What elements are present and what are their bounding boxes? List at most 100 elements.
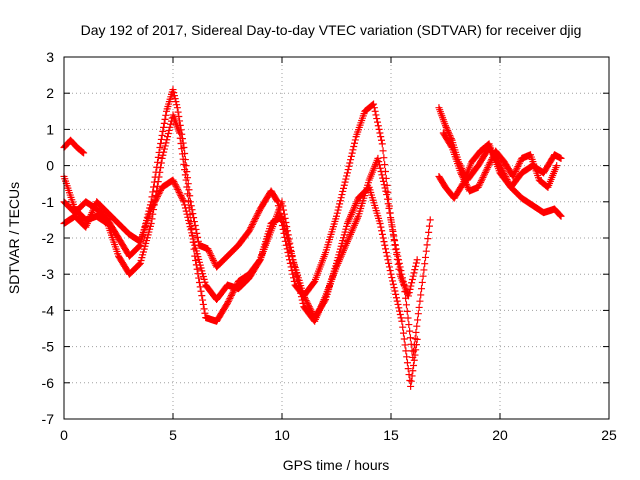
data-point [459,174,467,182]
data-point [175,188,183,196]
data-point [426,216,434,224]
data-point [176,129,184,137]
data-point [188,232,196,240]
data-point [425,228,433,236]
data-point [398,270,406,278]
data-point [176,190,184,198]
y-tick-label: 0 [46,158,54,174]
data-point [403,359,411,367]
data-point [474,183,482,191]
data-point [162,139,170,147]
data-point [190,238,198,246]
data-point [406,376,414,384]
data-point [377,133,385,141]
data-point [401,341,409,349]
data-point [390,232,398,240]
data-point [414,310,422,318]
data-point [391,287,399,295]
y-tick-label: -5 [42,339,55,355]
data-point [481,169,489,177]
data-point [281,225,289,233]
data-point [398,274,406,282]
data-point [397,267,405,275]
y-tick-label: -6 [42,375,55,391]
data-point [305,303,313,311]
data-point [155,190,163,198]
data-point [442,123,450,131]
data-point [425,222,433,230]
data-point [409,272,417,280]
data-point [152,196,160,204]
data-point [204,245,212,253]
data-point [156,168,164,176]
data-point [278,198,286,206]
data-point [171,95,179,103]
data-point [393,248,401,256]
data-point [444,127,452,135]
data-point [515,161,523,169]
data-point [373,115,381,123]
data-point [151,197,159,205]
data-point [413,335,421,343]
x-tick-label: 20 [492,427,508,443]
data-point [399,277,407,285]
data-point [402,347,410,355]
data-point [343,172,351,180]
data-point [339,187,347,195]
data-point [375,125,383,133]
y-tick-label: -4 [42,302,55,318]
data-point [374,118,382,126]
data-point [153,194,161,202]
data-point [394,252,402,260]
data-point [187,226,195,234]
data-point [370,104,378,112]
data-point [410,362,418,370]
data-point [413,256,421,264]
data-point [411,266,419,274]
data-point [384,200,392,208]
data-point [180,198,188,206]
data-point [463,182,471,190]
data-point [372,111,380,119]
data-point [170,92,178,100]
data-point [370,100,378,108]
data-point [400,335,408,343]
data-point [351,139,359,147]
data-point [167,120,175,128]
data-point [418,285,426,293]
data-point [557,212,565,220]
data-point [186,223,194,231]
data-point [79,148,87,156]
data-point [487,157,495,165]
data-point [399,329,407,337]
data-point [158,131,166,139]
data-point [374,154,382,162]
data-point [385,263,393,271]
data-point [157,139,165,147]
data-point [462,180,470,188]
data-point [379,177,387,185]
data-point [181,166,189,174]
data-point [183,210,191,218]
data-point [336,197,344,205]
x-tick-label: 5 [169,427,177,443]
data-point [173,104,181,112]
data-point [282,228,290,236]
data-point [404,314,412,322]
data-point [178,145,186,153]
data-point [475,182,483,190]
data-point [285,240,293,248]
data-point [321,297,329,305]
data-point [154,178,162,186]
data-point [479,173,487,181]
data-point [392,294,400,302]
data-point [341,178,349,186]
data-point [280,222,288,230]
data-point [283,234,291,242]
data-point [195,274,203,282]
data-point [252,214,260,222]
data-point [482,167,490,175]
data-point [401,288,409,296]
data-point [443,125,451,133]
